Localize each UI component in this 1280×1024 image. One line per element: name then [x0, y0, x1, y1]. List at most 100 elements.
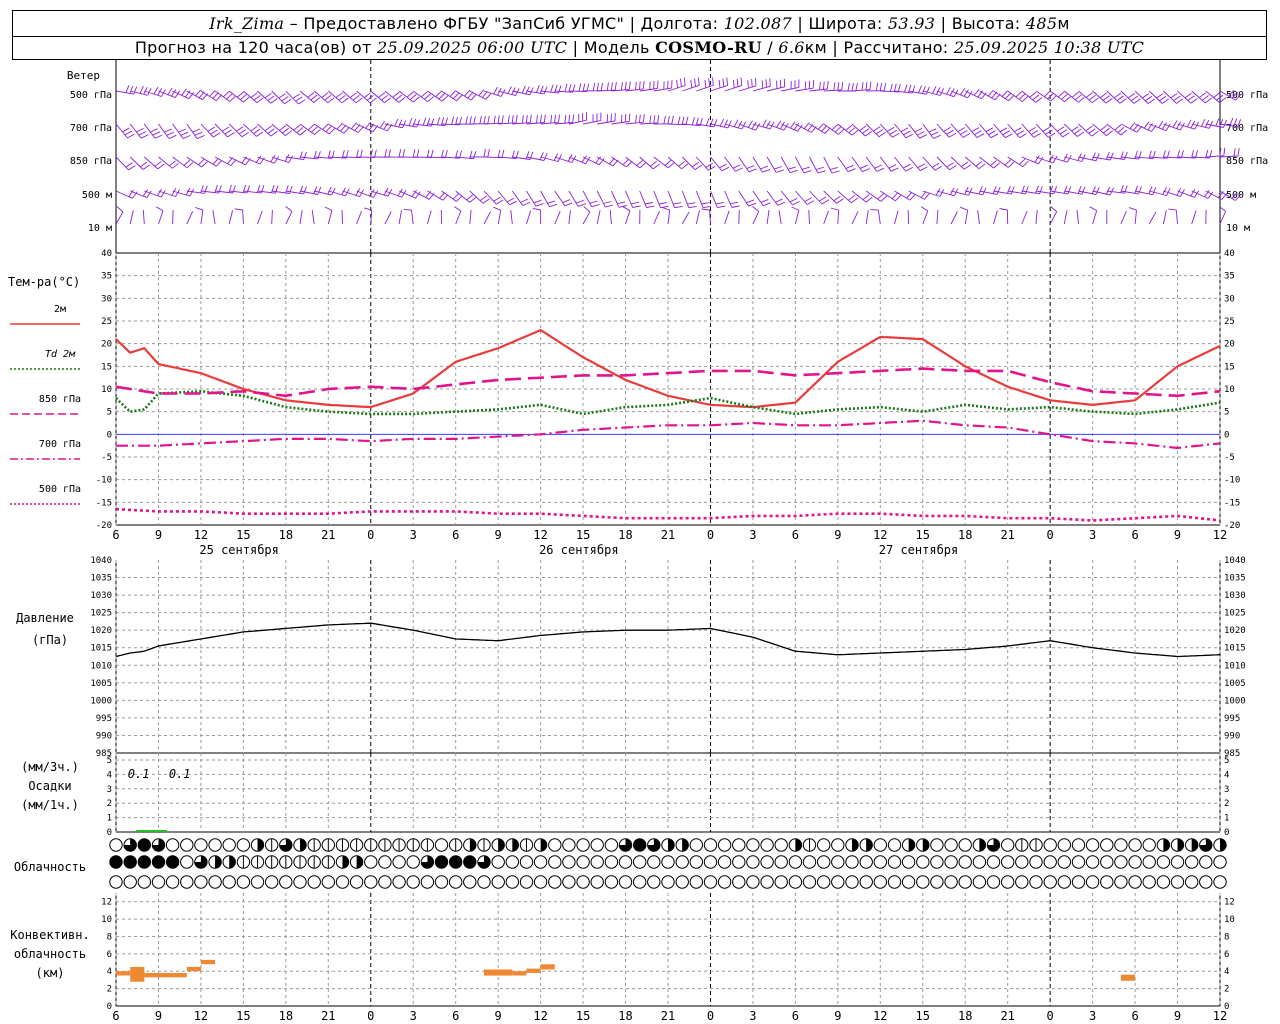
wind-barb-shaft — [1092, 190, 1111, 196]
wind-barb-feather — [674, 205, 683, 209]
wind-barb-feather — [1180, 122, 1185, 131]
wind-barb-feather — [335, 92, 343, 98]
wind-barb-shaft — [1106, 123, 1122, 136]
wind-barb-feather — [303, 186, 307, 195]
wind-barb-feather — [215, 160, 223, 167]
wind-barb-shaft — [738, 209, 740, 225]
wind-barb-shaft — [809, 156, 819, 174]
wind-barb-shaft — [993, 90, 1009, 102]
wind-barb-shaft — [257, 90, 272, 104]
wind-barb-feather — [920, 166, 928, 172]
wind-barb-shaft — [186, 156, 202, 168]
wind-barb-shaft — [285, 190, 304, 195]
wind-barb-feather — [1059, 129, 1067, 135]
wind-barb-feather — [1032, 94, 1040, 101]
cloud-symbol — [845, 875, 859, 889]
cloud-symbol — [831, 875, 845, 889]
wind-barb-shaft — [441, 90, 457, 102]
wind-barb-feather — [1004, 92, 1012, 100]
temp-xtick: 3 — [1089, 528, 1096, 542]
wind-barb-shaft — [639, 156, 654, 170]
wind-barb-feather — [993, 162, 1000, 169]
wind-barb-feather — [554, 114, 556, 123]
wind-barb-feather — [535, 85, 540, 93]
conv-xtick: 18 — [618, 1009, 632, 1023]
wind-barb-feather — [274, 156, 280, 164]
wind-barb-shaft — [908, 123, 921, 139]
wind-barb-feather — [493, 86, 498, 95]
cloud-symbol — [576, 838, 590, 852]
wind-barb-feather — [394, 118, 399, 127]
cloud-symbol — [831, 855, 845, 869]
wind-barb-feather — [397, 188, 403, 197]
wind-barb-feather — [624, 81, 627, 90]
wind-barb-feather — [595, 156, 601, 164]
wind-barb-shaft — [667, 123, 687, 126]
temp-xtick: 9 — [495, 528, 502, 542]
wind-barb-shaft — [766, 123, 785, 131]
wind-barb-feather — [267, 95, 275, 101]
wind-barb-feather — [1047, 132, 1056, 138]
wind-barb-feather — [511, 115, 514, 124]
wind-barb-feather — [631, 201, 640, 205]
wind-barb-feather — [859, 164, 868, 169]
cloud-symbol — [1114, 875, 1128, 889]
cloud-symbol — [236, 838, 251, 852]
wind-barb-feather — [167, 87, 173, 95]
temp-series-500 гПа — [115, 507, 1221, 522]
wind-barb-feather — [754, 77, 757, 86]
wind-barb-feather — [520, 198, 528, 203]
wind-barb-feather — [635, 114, 637, 124]
wind-barb-feather — [718, 79, 721, 88]
wind-barb-feather — [198, 158, 205, 166]
wind-barb-feather — [730, 201, 739, 205]
wind-barb-shaft — [1078, 190, 1097, 195]
wind-barb-shaft — [186, 190, 205, 194]
wind-barb-feather — [1028, 127, 1036, 132]
wind-barb-feather — [366, 94, 374, 101]
wind-barb-feather — [971, 127, 980, 132]
cloud-symbol — [986, 875, 1001, 889]
wind-barb-shaft — [681, 156, 696, 170]
conv-xtick: 6 — [792, 1009, 799, 1023]
temp-ytick-left: 5 — [107, 408, 112, 418]
cloud-symbol — [505, 855, 519, 869]
wind-barb-feather — [222, 91, 230, 98]
wind-barb-feather — [1234, 194, 1242, 201]
wind-barb-shaft — [1092, 90, 1107, 104]
wind-barb-feather — [676, 79, 679, 88]
cloud-symbol-mark — [512, 838, 519, 852]
cloud-symbol-mark — [498, 838, 505, 852]
precip-ytick-right: 4 — [1224, 770, 1229, 780]
wind-barb-shaft — [877, 210, 881, 225]
cloud-symbol — [1001, 838, 1015, 852]
wind-barb-feather — [909, 193, 916, 201]
wind-barb-feather — [236, 126, 244, 132]
wind-barb-shaft — [851, 211, 859, 225]
wind-barb-shaft — [596, 190, 606, 208]
wind-barb-shaft — [1177, 90, 1192, 104]
wind-barb-feather — [865, 196, 873, 203]
wind-barb-feather — [436, 117, 441, 125]
cloud-symbol — [576, 855, 590, 869]
wind-barb-shaft — [1163, 90, 1177, 104]
wind-barb-shaft — [724, 123, 743, 130]
wind-barb-feather — [1207, 191, 1214, 199]
wind-barb-feather — [180, 131, 189, 136]
conv-cloud-bar — [130, 966, 145, 982]
wind-barb-feather — [687, 202, 696, 205]
wind-barb-feather — [140, 134, 149, 139]
wind-barb-shaft — [115, 156, 129, 171]
wind-barb-feather — [340, 124, 347, 132]
wind-barb-shaft — [894, 90, 913, 94]
conv-title-3: (км) — [36, 966, 65, 980]
wind-barb-shaft — [229, 156, 246, 166]
cloud-symbol — [732, 875, 746, 889]
cloud-symbol — [109, 875, 123, 889]
conv-ytick-left: 0 — [107, 1002, 112, 1012]
wind-barb-feather — [236, 91, 244, 98]
conv-cloud-bar — [1120, 974, 1136, 981]
conv-xtick: 15 — [916, 1009, 930, 1023]
wind-barb-feather — [747, 120, 753, 128]
wind-barb-feather — [790, 121, 796, 129]
